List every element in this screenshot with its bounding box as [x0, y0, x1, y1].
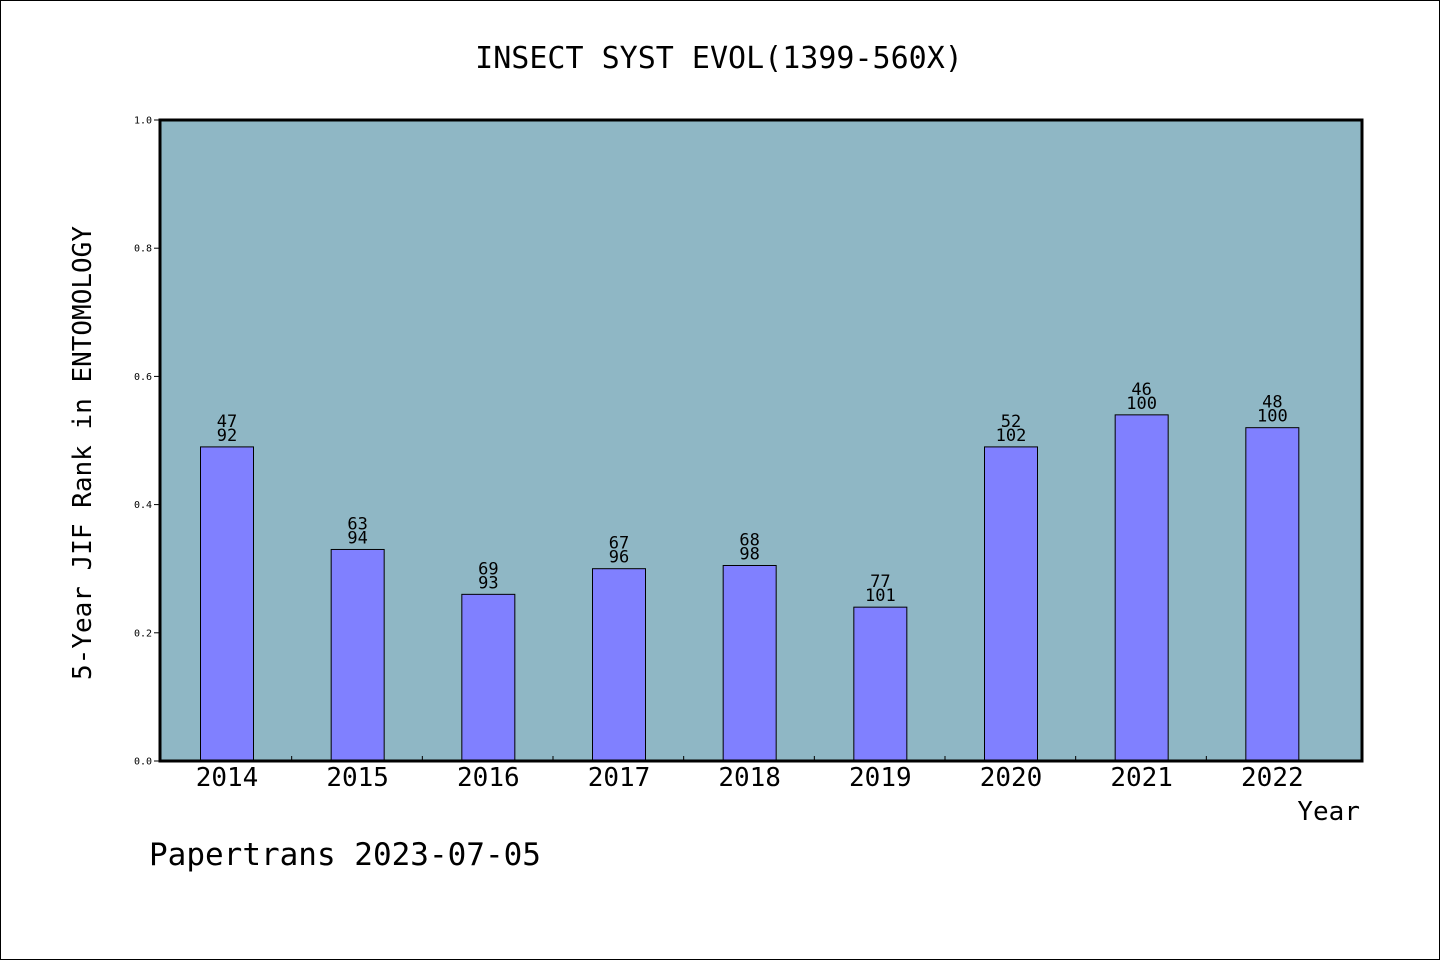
- bar-total-label: 102: [996, 426, 1027, 446]
- x-tick-label: 2017: [588, 763, 651, 793]
- x-tick-label: 2014: [196, 763, 259, 793]
- bar-total-label: 94: [347, 528, 367, 548]
- y-axis-title: 5-Year JIF Rank in ENTOMOLOGY: [68, 226, 98, 680]
- y-tick-label: 0.2: [134, 628, 152, 639]
- x-tick-label: 2015: [326, 763, 389, 793]
- bar-rank-label: 46: [1131, 380, 1151, 400]
- bar-total-label: 101: [865, 586, 896, 606]
- bar-2017: [592, 568, 646, 762]
- bar-rank-label: 52: [1001, 412, 1021, 432]
- bar-total-label: 93: [478, 573, 498, 593]
- bar-total-label: 96: [609, 548, 629, 568]
- x-tick-label: 2016: [457, 763, 520, 793]
- y-tick-label: 0.4: [134, 500, 152, 511]
- bar-rank-label: 48: [1262, 393, 1282, 413]
- bar-2020: [984, 446, 1038, 762]
- x-tick-label: 2021: [1110, 763, 1173, 793]
- bar-rank-label: 68: [739, 530, 759, 550]
- bar-total-label: 100: [1126, 394, 1157, 414]
- bar-rank-label: 67: [609, 534, 629, 554]
- chart-title: INSECT SYST EVOL(1399-560X): [475, 41, 963, 76]
- bar-total-label: 92: [217, 426, 237, 446]
- plot-frame: [158, 118, 1364, 763]
- bar-total-label: 98: [739, 544, 759, 564]
- y-tick-label: 0.0: [134, 757, 152, 768]
- y-tick-label: 0.6: [134, 372, 152, 383]
- bar-2015: [330, 548, 385, 762]
- bar-total-label: 100: [1257, 407, 1288, 427]
- bar-2018: [722, 564, 777, 762]
- bar-rank-label: 77: [870, 572, 890, 592]
- bar-2016: [461, 593, 516, 762]
- x-tick-label: 2020: [980, 763, 1043, 793]
- bar-rank-label: 47: [217, 412, 237, 432]
- x-axis-title: Year: [1297, 797, 1360, 827]
- bar-2019: [853, 606, 908, 762]
- y-tick-label: 1.0: [134, 116, 152, 127]
- bar-2022: [1245, 427, 1300, 762]
- footer-watermark: Papertrans 2023-07-05: [149, 837, 541, 873]
- bar-2021: [1114, 414, 1169, 762]
- y-tick-label: 0.8: [134, 244, 152, 255]
- bar-rank-label: 63: [347, 514, 367, 534]
- bar-rank-label: 69: [478, 559, 498, 579]
- x-tick-label: 2022: [1241, 763, 1304, 793]
- ticks-layer: 0.0 0.2 0.4 0.6 0.8 1.0 2014 2015 2016 2017 2018 20…: [134, 116, 1304, 794]
- x-tick-label: 2019: [849, 763, 912, 793]
- bar-2014: [200, 446, 254, 762]
- x-tick-label: 2018: [718, 763, 781, 793]
